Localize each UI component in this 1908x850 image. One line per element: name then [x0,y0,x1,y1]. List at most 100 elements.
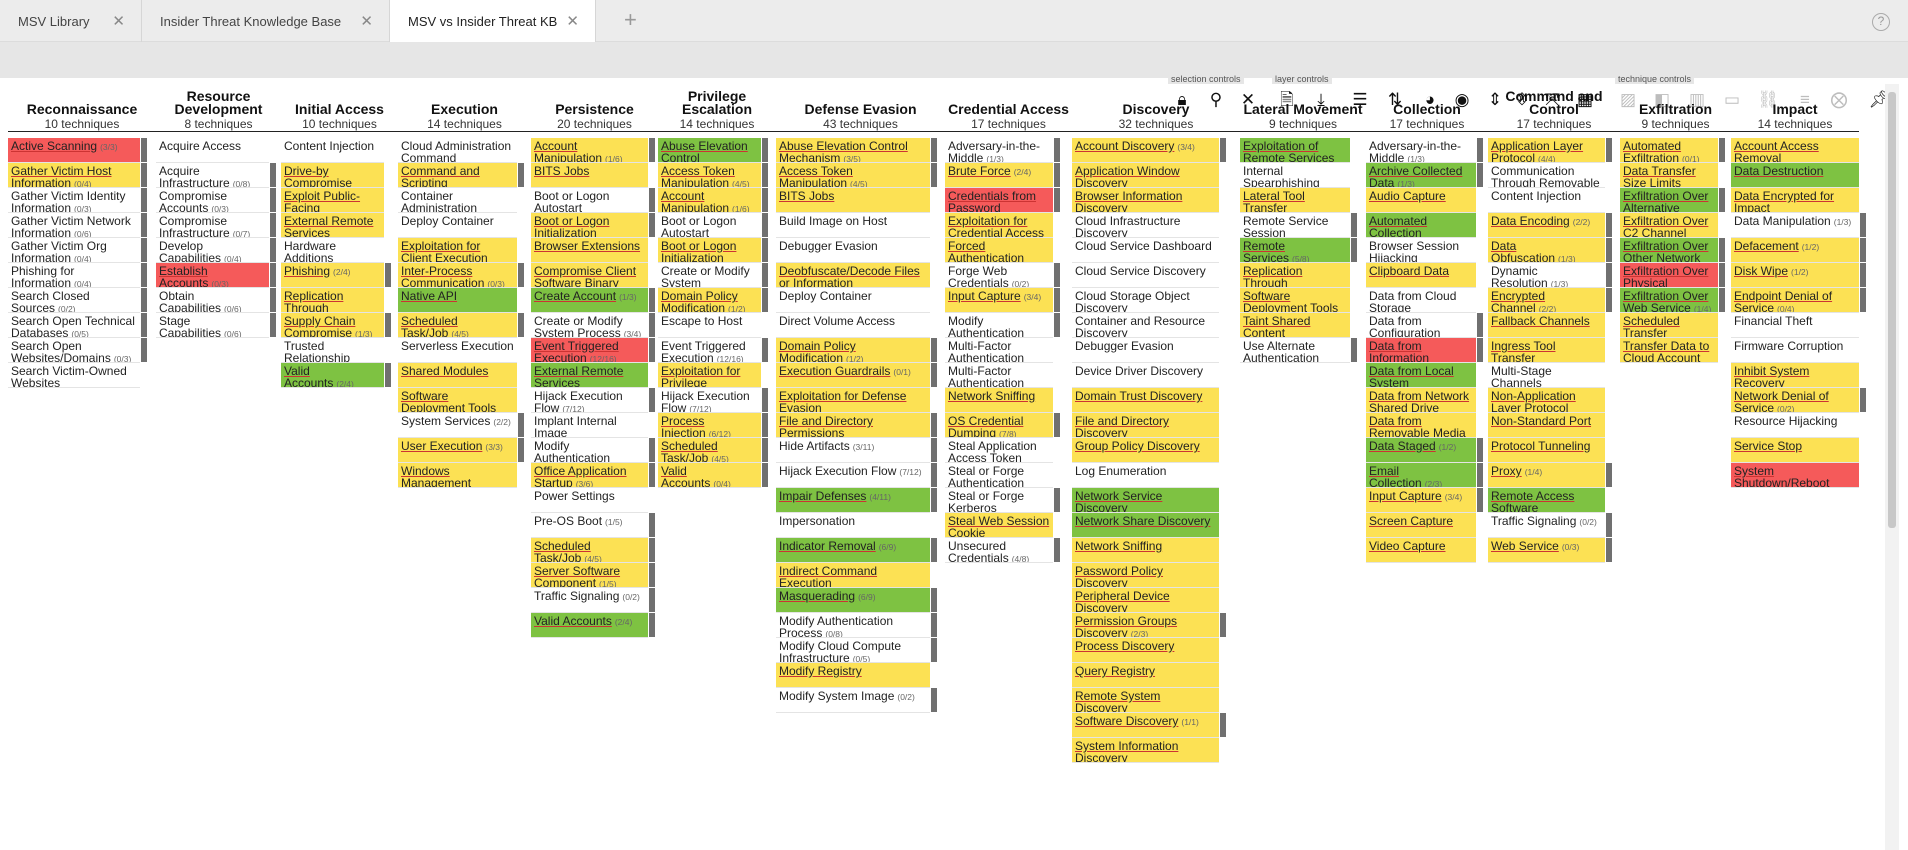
subtechnique-toggle[interactable] [931,438,937,462]
technique-cell[interactable]: Exploitation for Privilege Escalation [658,363,761,388]
technique-cell[interactable]: Cloud Infrastructure Discovery [1072,213,1219,238]
technique-cell[interactable]: Multi-Factor Authentication Request Gene… [945,363,1053,388]
technique-cell[interactable]: Data from Information Repositories(2/3) [1366,338,1476,363]
technique-cell[interactable]: Service Stop [1731,438,1859,463]
technique-cell[interactable]: Masquerading (6/9) [776,588,930,613]
tactic-header[interactable]: Command and Control 17 techniques [1488,89,1620,132]
subtechnique-toggle[interactable] [649,288,655,312]
scoring-icon[interactable]: ▥ [1688,90,1706,109]
subtechnique-toggle[interactable] [1351,238,1357,262]
technique-cell[interactable]: Compromise Accounts (0/3) [156,188,269,213]
technique-cell[interactable]: Scheduled Task/Job (4/5) [398,313,517,338]
subtechnique-toggle[interactable] [931,538,937,562]
subtechnique-toggle[interactable] [649,338,655,362]
technique-cell[interactable]: Drive-by Compromise [281,163,384,188]
technique-cell[interactable]: Input Capture (3/4) [945,288,1053,313]
technique-cell[interactable]: Automated Exfiltration (0/1) [1620,138,1718,163]
new-tab-plus-icon[interactable]: + [624,7,637,32]
subtechnique-toggle[interactable] [762,213,768,237]
subtechnique-toggle[interactable] [1477,438,1483,462]
subtechnique-toggle[interactable] [141,313,147,337]
subtechnique-toggle[interactable] [1606,463,1612,487]
subtechnique-toggle[interactable] [1606,138,1612,162]
subtechnique-toggle[interactable] [762,238,768,262]
technique-cell[interactable]: Exfiltration Over C2 Channel [1620,213,1718,238]
technique-cell[interactable]: Application Window Discovery [1072,163,1219,188]
subtechnique-toggle[interactable] [518,163,524,187]
technique-cell[interactable]: Content Injection [281,138,384,163]
subtechnique-toggle[interactable] [1606,263,1612,287]
subtechnique-toggle[interactable] [270,288,276,312]
technique-cell[interactable]: Inter-Process Communication (0/3) [398,263,517,288]
technique-cell[interactable]: Network Sniffing [945,388,1053,413]
subtechnique-toggle[interactable] [1477,463,1483,487]
subtechnique-toggle[interactable] [1719,238,1725,262]
subtechnique-toggle[interactable] [1220,713,1226,737]
technique-cell[interactable]: Multi-Stage Channels [1488,363,1605,388]
technique-cell[interactable]: Non-Standard Port [1488,413,1605,438]
subtechnique-toggle[interactable] [141,138,147,162]
subtechnique-toggle[interactable] [762,163,768,187]
subtechnique-toggle[interactable] [762,138,768,162]
subtechnique-toggle[interactable] [518,438,524,462]
search-icon[interactable]: ⚲ [1209,90,1223,109]
technique-cell[interactable]: Permission Groups Discovery (2/3) [1072,613,1219,638]
technique-cell[interactable]: Archive Collected Data (1/3) [1366,163,1476,188]
subtechnique-toggle[interactable] [1606,538,1612,562]
technique-cell[interactable]: Device Driver Discovery [1072,363,1219,388]
technique-cell[interactable]: Forge Web Credentials (0/2) [945,263,1053,288]
subtechnique-toggle[interactable] [270,188,276,212]
technique-cell[interactable]: Gather Victim Identity Information (0/3) [8,188,140,213]
technique-cell[interactable]: Remote System Discovery [1072,688,1219,713]
subtechnique-toggle[interactable] [931,688,937,712]
technique-cell[interactable]: Steal or Forge Authentication Certificat… [945,463,1053,488]
subtechnique-toggle[interactable] [141,263,147,287]
technique-cell[interactable]: Steal or Forge Kerberos Tickets(2/4) [945,488,1053,513]
technique-cell[interactable]: Supply Chain Compromise (1/3) [281,313,384,338]
technique-cell[interactable]: Office Application Startup (3/6) [531,463,648,488]
subtechnique-toggle[interactable] [649,213,655,237]
technique-cell[interactable]: Exfiltration Over Other Network Medium(1… [1620,238,1718,263]
technique-cell[interactable]: Lateral Tool Transfer [1240,188,1350,213]
technique-cell[interactable]: Impersonation [776,513,930,538]
technique-cell[interactable]: Native API [398,288,517,313]
technique-cell[interactable]: Execution Guardrails (0/1) [776,363,930,388]
technique-cell[interactable]: Network Denial of Service (0/2) [1731,388,1859,413]
technique-cell[interactable]: Data Manipulation (1/3) [1731,213,1859,238]
technique-cell[interactable]: Modify Authentication Process(0/8) [776,613,930,638]
technique-cell[interactable]: Boot or Logon Autostart Execution(6/14) [531,188,648,213]
filter-icon[interactable]: ☰ [1352,90,1368,109]
technique-cell[interactable]: Cloud Service Discovery [1072,263,1219,288]
subtechnique-toggle[interactable] [270,313,276,337]
technique-cell[interactable]: Group Policy Discovery [1072,438,1219,463]
subtechnique-toggle[interactable] [931,488,937,512]
subtechnique-toggle[interactable] [931,638,937,662]
subtechnique-toggle[interactable] [649,463,655,487]
subtechnique-toggle[interactable] [1606,213,1612,237]
technique-cell[interactable]: Email Collection (2/3) [1366,463,1476,488]
technique-cell[interactable]: System Shutdown/Reboot [1731,463,1859,488]
technique-cell[interactable]: BITS Jobs [531,163,648,188]
technique-cell[interactable]: Endpoint Denial of Service (0/4) [1731,288,1859,313]
subtechnique-toggle[interactable] [1719,263,1725,287]
subtechnique-toggle[interactable] [649,538,655,562]
technique-cell[interactable]: Replication Through Removable Media [1240,263,1350,288]
technique-cell[interactable]: Browser Extensions [531,238,648,263]
tactic-header[interactable]: Exfiltration 9 techniques [1620,98,1731,132]
technique-cell[interactable]: Data Obfuscation (1/3) [1488,238,1605,263]
subtechnique-toggle[interactable] [1860,388,1866,412]
technique-cell[interactable]: Cloud Service Dashboard [1072,238,1219,263]
technique-cell[interactable]: Network Share Discovery [1072,513,1219,538]
subtechnique-toggle[interactable] [141,213,147,237]
technique-cell[interactable]: Scheduled Task/Job (4/5) [531,538,648,563]
subtechnique-toggle[interactable] [1606,238,1612,262]
subtechnique-toggle[interactable] [762,188,768,212]
technique-cell[interactable]: Valid Accounts (2/4) [281,363,384,388]
technique-cell[interactable]: Windows Management Instrumentation [398,463,517,488]
technique-cell[interactable]: Modify Authentication Process(0/8) [945,313,1053,338]
technique-cell[interactable]: Modify Authentication Process(0/8) [531,438,648,463]
technique-cell[interactable]: Network Sniffing [1072,538,1219,563]
subtechnique-toggle[interactable] [931,463,937,487]
technique-cell[interactable]: Obtain Capabilities (0/6) [156,288,269,313]
technique-cell[interactable]: Web Service (0/3) [1488,538,1605,563]
